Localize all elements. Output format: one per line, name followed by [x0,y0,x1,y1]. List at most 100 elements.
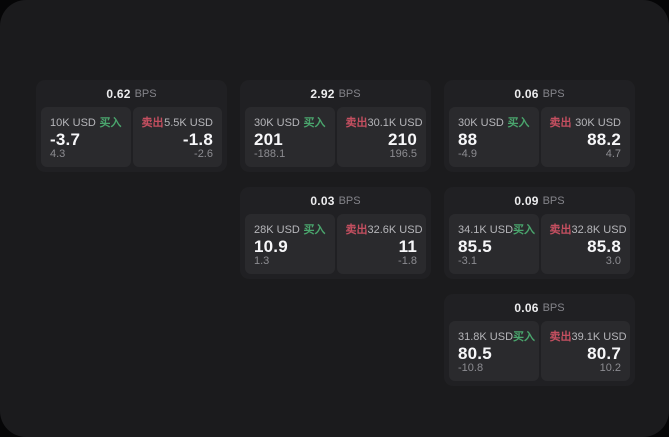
buy-price: 201 [254,130,283,149]
buy-panel[interactable]: 34.1K USD 买入 85.5 -3.1 [449,214,539,274]
sell-size-label: 5.5K USD [164,117,213,129]
buy-size-label: 34.1K USD [458,224,514,236]
buy-top-row: 28K USD 买入 [254,221,326,237]
buy-panel[interactable]: 28K USD 买入 10.9 1.3 [245,214,335,274]
quote-body: 31.8K USD 买入 80.5 -10.8 卖出 39.1K USD 80.… [449,321,630,381]
sell-side-label: 卖出 [141,117,164,129]
buy-price: 88 [458,130,478,149]
sell-panel[interactable]: 卖出 32.6K USD 11 -1.8 [336,214,426,274]
sell-size-label: 39.1K USD [571,331,627,343]
spread-unit: BPS [338,87,361,100]
quote-card[interactable]: 2.92 BPS 30K USD 买入 201 -188.1 卖出 30.1K … [240,80,431,172]
sell-panel[interactable]: 卖出 5.5K USD -1.8 -2.6 [132,107,222,167]
spread-value: 0.62 [106,86,131,101]
sell-side-label: 卖出 [549,117,572,129]
sell-price: 88.2 [587,130,621,149]
buy-side-label: 买入 [513,224,536,236]
spread-unit: BPS [542,301,565,314]
quote-body: 34.1K USD 买入 85.5 -3.1 卖出 32.8K USD 85.8… [449,214,630,274]
sell-top-row: 卖出 32.6K USD [345,221,423,237]
buy-panel[interactable]: 10K USD 买入 -3.7 4.3 [41,107,131,167]
buy-size-label: 31.8K USD [458,331,514,343]
sell-top-row: 卖出 39.1K USD [549,328,627,344]
sell-panel[interactable]: 卖出 30K USD 88.2 4.7 [540,107,630,167]
sell-top-row: 卖出 32.8K USD [549,221,627,237]
quote-card[interactable]: 0.09 BPS 34.1K USD 买入 85.5 -3.1 卖出 32.8K… [444,187,635,279]
buy-side-label: 买入 [507,117,530,129]
sell-size-label: 32.8K USD [571,224,627,236]
buy-delta: -188.1 [254,148,286,160]
buy-delta: 1.3 [254,255,270,267]
spread-header: 0.09 BPS [444,187,635,214]
sell-delta: 10.2 [599,362,621,374]
sell-top-row: 卖出 30K USD [550,114,622,130]
buy-side-label: 买入 [513,331,536,343]
spread-value: 0.09 [514,193,539,208]
sell-panel[interactable]: 卖出 30.1K USD 210 196.5 [336,107,426,167]
sell-side-label: 卖出 [345,224,368,236]
spread-value: 0.03 [310,193,335,208]
sell-delta: 4.7 [605,148,621,160]
quote-body: 28K USD 买入 10.9 1.3 卖出 32.6K USD 11 -1.8 [245,214,426,274]
spread-unit: BPS [338,194,361,207]
quote-card[interactable]: 0.06 BPS 30K USD 买入 88 -4.9 卖出 30K USD 8… [444,80,635,172]
buy-price: 85.5 [458,237,492,256]
sell-side-label: 卖出 [549,224,572,236]
sell-price: 210 [388,130,417,149]
sell-top-row: 卖出 5.5K USD [142,114,214,130]
buy-top-row: 10K USD 买入 [50,114,122,130]
buy-price: 10.9 [254,237,288,256]
spread-header: 0.62 BPS [36,80,227,107]
quote-body: 30K USD 买入 88 -4.9 卖出 30K USD 88.2 4.7 [449,107,630,167]
sell-delta: -2.6 [194,148,213,160]
spread-unit: BPS [542,87,565,100]
spread-value: 0.06 [514,300,539,315]
quote-card[interactable]: 0.62 BPS 10K USD 买入 -3.7 4.3 卖出 5.5K USD… [36,80,227,172]
buy-delta: 4.3 [50,148,66,160]
quote-card[interactable]: 0.03 BPS 28K USD 买入 10.9 1.3 卖出 32.6K US… [240,187,431,279]
buy-size-label: 10K USD [50,117,96,129]
buy-top-row: 30K USD 买入 [254,114,326,130]
sell-size-label: 30K USD [575,117,621,129]
quote-card[interactable]: 0.06 BPS 31.8K USD 买入 80.5 -10.8 卖出 39.1… [444,294,635,386]
sell-delta: 3.0 [605,255,621,267]
buy-size-label: 30K USD [458,117,504,129]
sell-price: 80.7 [587,344,621,363]
buy-price: 80.5 [458,344,492,363]
sell-size-label: 30.1K USD [367,117,423,129]
quotes-grid: 0.62 BPS 10K USD 买入 -3.7 4.3 卖出 5.5K USD… [36,80,635,386]
buy-top-row: 30K USD 买入 [458,114,530,130]
buy-delta: -4.9 [458,148,477,160]
spread-header: 0.06 BPS [444,80,635,107]
buy-top-row: 31.8K USD 买入 [458,328,535,344]
buy-panel[interactable]: 30K USD 买入 201 -188.1 [245,107,335,167]
spread-header: 0.03 BPS [240,187,431,214]
sell-size-label: 32.6K USD [367,224,423,236]
sell-price: 85.8 [587,237,621,256]
buy-side-label: 买入 [99,117,122,129]
sell-side-label: 卖出 [345,117,368,129]
sell-panel[interactable]: 卖出 39.1K USD 80.7 10.2 [540,321,630,381]
sell-price: 11 [398,237,417,256]
buy-size-label: 28K USD [254,224,300,236]
spread-unit: BPS [134,87,157,100]
sell-top-row: 卖出 30.1K USD [345,114,423,130]
quote-body: 30K USD 买入 201 -188.1 卖出 30.1K USD 210 1… [245,107,426,167]
buy-panel[interactable]: 30K USD 买入 88 -4.9 [449,107,539,167]
buy-top-row: 34.1K USD 买入 [458,221,535,237]
sell-delta: -1.8 [398,255,417,267]
sell-panel[interactable]: 卖出 32.8K USD 85.8 3.0 [540,214,630,274]
spread-value: 0.06 [514,86,539,101]
spread-value: 2.92 [310,86,335,101]
spread-header: 0.06 BPS [444,294,635,321]
buy-size-label: 30K USD [254,117,300,129]
buy-panel[interactable]: 31.8K USD 买入 80.5 -10.8 [449,321,539,381]
spread-unit: BPS [542,194,565,207]
quote-body: 10K USD 买入 -3.7 4.3 卖出 5.5K USD -1.8 -2.… [41,107,222,167]
buy-price: -3.7 [50,130,81,149]
buy-side-label: 买入 [303,224,326,236]
sell-side-label: 卖出 [549,331,572,343]
buy-side-label: 买入 [303,117,326,129]
buy-delta: -3.1 [458,255,477,267]
